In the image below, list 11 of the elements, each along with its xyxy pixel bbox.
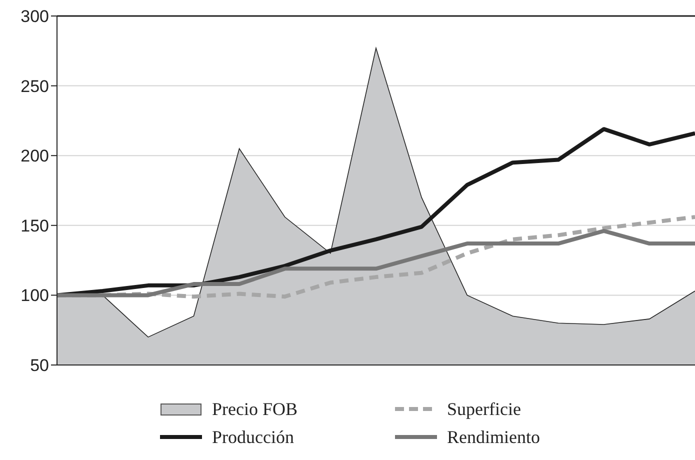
legend-label: Superficie bbox=[447, 398, 521, 420]
line-series bbox=[55, 228, 695, 298]
y-tick-label: 200 bbox=[20, 146, 49, 166]
y-tick-label: 50 bbox=[30, 356, 49, 376]
legend-label: Rendimiento bbox=[447, 426, 540, 448]
legend-label: Precio FOB bbox=[212, 398, 298, 420]
y-tick-label: 100 bbox=[20, 286, 49, 306]
y-tick-label: 300 bbox=[20, 7, 49, 26]
y-tick-label: 150 bbox=[20, 216, 49, 236]
y-tick-label: 250 bbox=[20, 76, 49, 96]
legend-label: Producción bbox=[212, 426, 294, 448]
